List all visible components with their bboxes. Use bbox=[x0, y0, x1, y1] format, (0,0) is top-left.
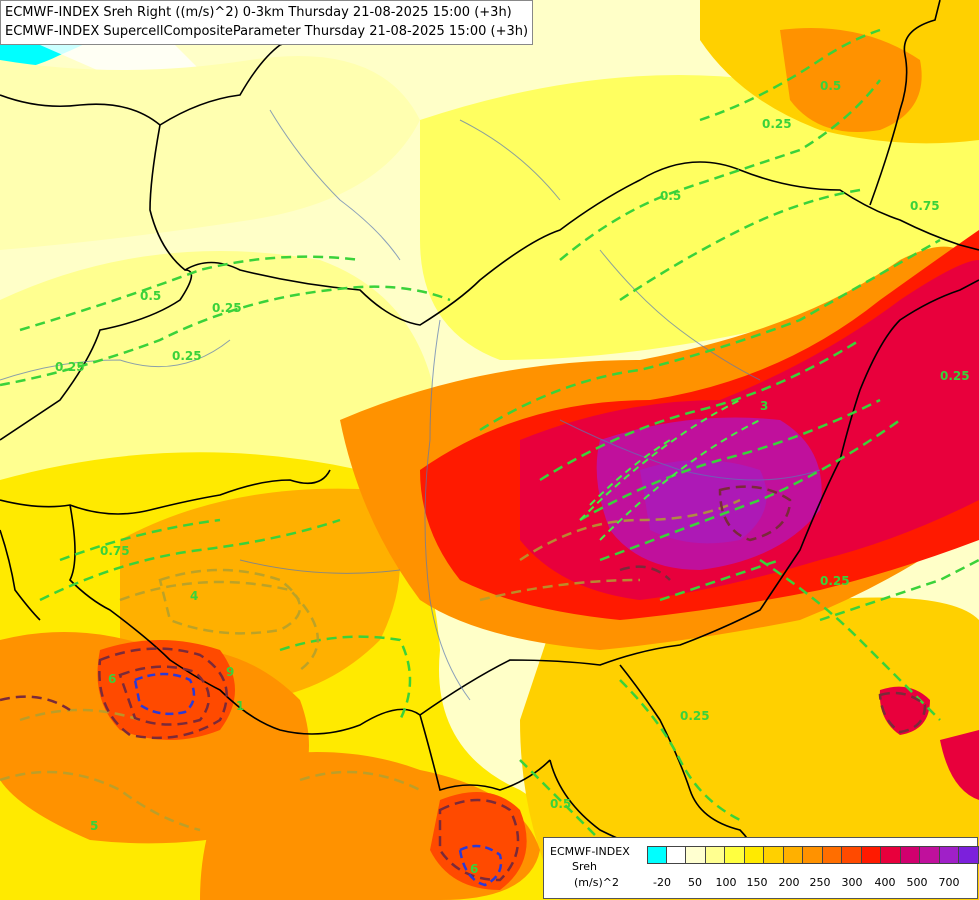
legend-tick-label: 700 bbox=[938, 876, 960, 889]
legend-swatch bbox=[705, 846, 725, 864]
legend-swatch bbox=[920, 846, 940, 864]
contour-label: 0.5 bbox=[820, 79, 841, 93]
contour-label: 9 bbox=[226, 665, 234, 679]
scp-contours-green bbox=[0, 28, 979, 841]
contour-label: 0.5 bbox=[550, 797, 571, 811]
legend-tick-label: 50 bbox=[688, 876, 702, 889]
field-red-e bbox=[940, 730, 979, 800]
contour-label: 0.5 bbox=[140, 289, 161, 303]
contour-label: 0.75 bbox=[100, 544, 130, 558]
contour-label: 0.25 bbox=[940, 369, 970, 383]
legend-variable: Sreh bbox=[572, 860, 598, 873]
contour-label: 0.25 bbox=[55, 360, 85, 374]
map-title-box: ECMWF-INDEX Sreh Right ((m/s)^2) 0-3km T… bbox=[0, 0, 534, 45]
scp-contours-bright bbox=[579, 399, 761, 541]
map-title-scp: ECMWF-INDEX SupercellCompositeParameter … bbox=[5, 24, 529, 39]
legend-swatch bbox=[939, 846, 959, 864]
contour-label: 0.5 bbox=[660, 189, 681, 203]
scp-contours-dark bbox=[0, 485, 927, 882]
legend-swatch bbox=[822, 846, 842, 864]
legend-swatch bbox=[725, 846, 745, 864]
legend-swatch bbox=[744, 846, 764, 864]
legend-color-bar bbox=[647, 846, 979, 864]
legend-tick-label: 500 bbox=[906, 876, 928, 889]
contour-label: 0.25 bbox=[820, 574, 850, 588]
legend-swatch bbox=[666, 846, 686, 864]
legend-tick-label: 200 bbox=[778, 876, 800, 889]
rivers bbox=[0, 109, 821, 701]
contour-label: 6 bbox=[470, 862, 478, 876]
legend-swatch bbox=[959, 846, 979, 864]
legend-tick-label: 250 bbox=[809, 876, 831, 889]
legend-swatch bbox=[861, 846, 881, 864]
contour-label: 0.25 bbox=[762, 117, 792, 131]
contour-label: 0.75 bbox=[910, 199, 940, 213]
contour-label: 6 bbox=[108, 672, 116, 686]
legend-swatch bbox=[803, 846, 823, 864]
contour-label: 0.25 bbox=[212, 301, 242, 315]
legend-title: ECMWF-INDEX bbox=[550, 845, 630, 858]
legend-tick-label: 400 bbox=[874, 876, 896, 889]
legend-swatch bbox=[764, 846, 784, 864]
legend-swatch bbox=[900, 846, 920, 864]
legend-swatch bbox=[881, 846, 901, 864]
legend-tick-label: -20 bbox=[653, 876, 671, 889]
legend-tick-label: 150 bbox=[746, 876, 768, 889]
scp-contours-blue bbox=[133, 672, 503, 887]
contour-label: 5 bbox=[90, 819, 98, 833]
field-orange-north-2 bbox=[780, 28, 922, 132]
legend-tick-label: 100 bbox=[715, 876, 737, 889]
contour-label: 0.25 bbox=[680, 709, 710, 723]
contour-label: 4 bbox=[190, 589, 198, 603]
legend-swatch bbox=[647, 846, 667, 864]
contour-label: 1 bbox=[236, 699, 244, 713]
field-red-sw bbox=[97, 640, 235, 740]
scp-contours-olive bbox=[0, 498, 741, 832]
legend-tick-label: 300 bbox=[841, 876, 863, 889]
legend-unit: (m/s)^2 bbox=[574, 876, 619, 889]
contour-label: 0.25 bbox=[172, 349, 202, 363]
contour-label: 3 bbox=[760, 399, 768, 413]
field-purple bbox=[640, 460, 767, 544]
legend-swatch bbox=[686, 846, 706, 864]
legend-swatch bbox=[842, 846, 862, 864]
contour-labels: 0.25 0.25 0.25 0.5 0.25 0.5 0.5 0.25 3 0.75 4 6 9 1 5 0… bbox=[55, 79, 970, 876]
map-title-sreh: ECMWF-INDEX Sreh Right ((m/s)^2) 0-3km T… bbox=[5, 5, 512, 20]
color-legend: ECMWF-INDEX Sreh (m/s)^2 -20 50 100 150 200 2… bbox=[543, 837, 979, 899]
field-yellow-4 bbox=[520, 597, 979, 900]
field-yellow-3 bbox=[420, 75, 979, 360]
legend-swatch bbox=[783, 846, 803, 864]
